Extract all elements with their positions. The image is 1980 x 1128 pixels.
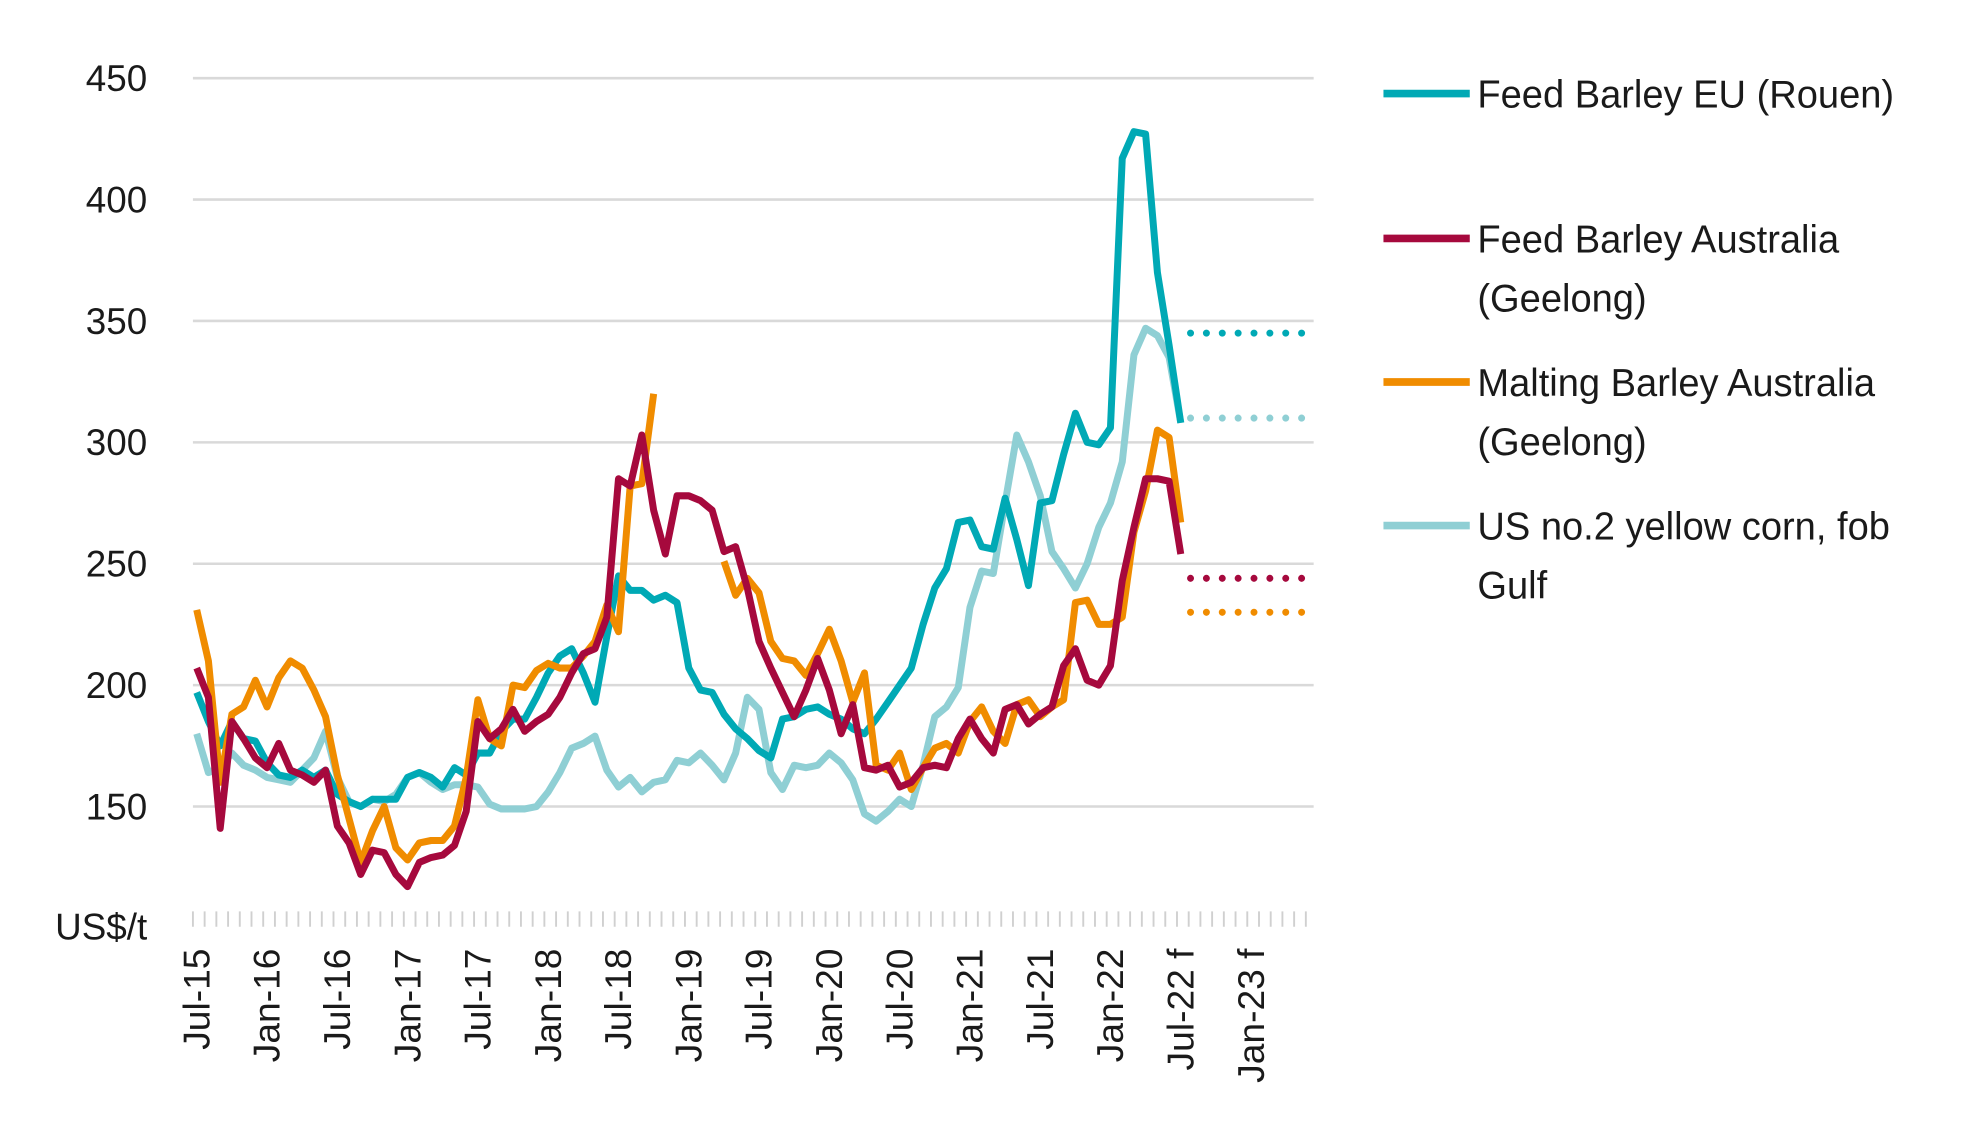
legend-label: US no.2 yellow corn, fob Gulf xyxy=(1477,505,1890,607)
y-tick-label: 400 xyxy=(86,179,147,220)
series-line xyxy=(193,393,1185,866)
legend-label: Malting Barley Australia (Geelong) xyxy=(1477,362,1875,464)
series-lines xyxy=(193,128,1318,891)
y-tick-label: 350 xyxy=(86,301,147,342)
x-tick-label: Jul-22 f xyxy=(1161,948,1202,1071)
x-tick-label: Jul-18 xyxy=(598,949,639,1050)
x-tick-label: Jan-23 f xyxy=(1231,948,1272,1083)
x-tick-label: Jan-16 xyxy=(247,949,288,1063)
x-axis-minor-ticks xyxy=(191,911,1307,927)
legend-label: Feed Barley EU (Rouen) xyxy=(1477,74,1894,117)
legend: Feed Barley EU (Rouen) Feed Barley Austra… xyxy=(1383,74,1894,608)
y-axis-label: US$/t xyxy=(55,906,147,947)
x-tick-label: Jul-15 xyxy=(177,949,218,1050)
x-tick-label: Jan-19 xyxy=(669,949,710,1063)
x-tick-label: Jul-17 xyxy=(458,949,499,1050)
x-tick-label: Jul-16 xyxy=(317,949,358,1050)
y-tick-label: 150 xyxy=(86,786,147,827)
x-tick-label: Jan-18 xyxy=(528,949,569,1063)
x-tick-label: Jul-21 xyxy=(1020,949,1061,1050)
y-tick-label: 250 xyxy=(86,543,147,584)
y-tick-label: 200 xyxy=(86,665,147,706)
x-axis-tick-labels: Jul-15 Jan-16 Jul-16 Jan-17 Jul-17 Jan-18 Jul-… xyxy=(177,948,1272,1083)
x-tick-label: Jan-20 xyxy=(809,949,850,1063)
x-tick-label: Jan-17 xyxy=(387,949,428,1063)
x-tick-label: Jan-21 xyxy=(950,949,991,1063)
series-line xyxy=(193,431,1185,891)
x-tick-label: Jul-20 xyxy=(879,949,920,1050)
y-axis-tick-labels: 150 200 250 300 350 400 450 xyxy=(86,58,147,828)
gridlines xyxy=(192,76,1314,808)
legend-label: Feed Barley Australia (Geelong) xyxy=(1477,218,1839,320)
x-tick-label: Jul-19 xyxy=(739,949,780,1050)
x-tick-label: Jan-22 xyxy=(1090,949,1131,1063)
y-tick-label: 300 xyxy=(86,422,147,463)
series-line xyxy=(193,128,1185,811)
y-tick-label: 450 xyxy=(86,58,147,99)
